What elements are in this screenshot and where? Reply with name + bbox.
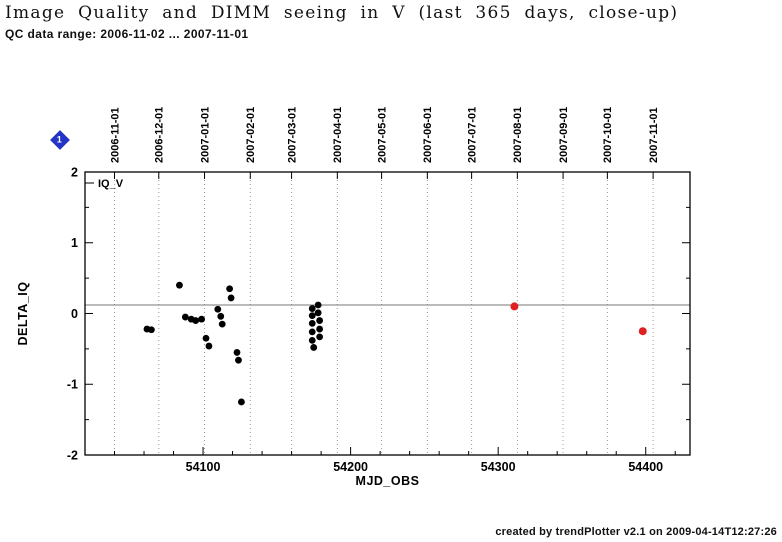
- credit-line: created by trendPlotter v2.1 on 2009-04-…: [495, 526, 777, 538]
- data-point-iq-v-black: [202, 334, 210, 342]
- top-date-label: 2006-12-01: [154, 107, 166, 163]
- data-point-iq-v-black: [316, 333, 324, 341]
- x-tick-label: 54300: [481, 460, 516, 474]
- data-point-iq-v-black: [176, 281, 183, 289]
- data-point-iq-v-black: [316, 325, 324, 333]
- data-point-iq-v-black: [217, 312, 225, 320]
- plot-frame: [84, 171, 691, 456]
- data-point-iq-v-black: [181, 313, 189, 321]
- top-date-label: 2007-09-01: [558, 107, 570, 163]
- top-date-label: 2006-11-01: [109, 107, 121, 163]
- top-date-label: 2007-01-01: [199, 107, 211, 163]
- data-point-iq-v-black: [226, 285, 234, 293]
- data-point-iq-v-black: [205, 342, 213, 350]
- data-point-iq-v-black: [218, 320, 226, 328]
- x-axis-title: MJD_OBS: [356, 474, 420, 488]
- data-point-iq-v-black: [308, 312, 316, 320]
- data-point-iq-v-black: [148, 326, 155, 334]
- top-date-label: 2007-08-01: [512, 107, 524, 163]
- top-date-label: 2007-10-01: [602, 107, 614, 163]
- y-tick-label: 2: [71, 165, 78, 179]
- y-tick-label: -1: [67, 378, 78, 392]
- data-point-iq-v-red: [638, 327, 647, 336]
- data-point-iq-v-black: [192, 317, 200, 324]
- data-point-iq-v-black: [238, 398, 245, 406]
- data-point-iq-v-black: [308, 320, 316, 327]
- top-date-label: 2007-05-01: [376, 107, 388, 163]
- data-point-iq-v-black: [308, 305, 316, 312]
- qc-data-range: QC data range: 2006-11-02 ... 2007-11-01: [5, 27, 249, 41]
- data-point-iq-v-black: [227, 294, 235, 302]
- y-axis-title: DELTA_IQ: [16, 282, 30, 346]
- x-tick-label: 54400: [628, 460, 663, 474]
- data-point-iq-v-black: [314, 309, 322, 317]
- y-tick-label: 0: [71, 307, 78, 321]
- top-date-label: 2007-03-01: [286, 107, 298, 163]
- data-point-iq-v-red: [510, 302, 519, 311]
- top-date-label: 2007-02-01: [245, 107, 257, 163]
- top-date-label: 2007-11-01: [648, 107, 660, 163]
- data-point-iq-v-black: [314, 301, 322, 309]
- x-tick-label: 54100: [186, 460, 221, 474]
- data-point-iq-v-black: [308, 328, 316, 336]
- top-date-label: 2007-06-01: [422, 107, 434, 163]
- y-tick-label: -2: [67, 448, 78, 462]
- top-date-label: 2007-04-01: [332, 107, 344, 163]
- data-point-iq-v-black: [214, 305, 222, 313]
- x-tick-label: 54200: [333, 460, 368, 474]
- data-point-iq-v-black: [308, 336, 316, 344]
- data-point-iq-v-black: [235, 356, 242, 364]
- chart-title: Image Quality and DIMM seeing in V (last…: [5, 3, 679, 23]
- data-point-iq-v-black: [233, 349, 241, 356]
- top-date-label: 2007-07-01: [466, 107, 478, 163]
- legend-label: IQ_V: [98, 178, 124, 190]
- data-point-iq-v-black: [310, 344, 318, 351]
- data-point-iq-v-black: [316, 317, 324, 324]
- y-tick-label: 1: [71, 236, 78, 250]
- data-point-iq-v-black: [198, 315, 205, 323]
